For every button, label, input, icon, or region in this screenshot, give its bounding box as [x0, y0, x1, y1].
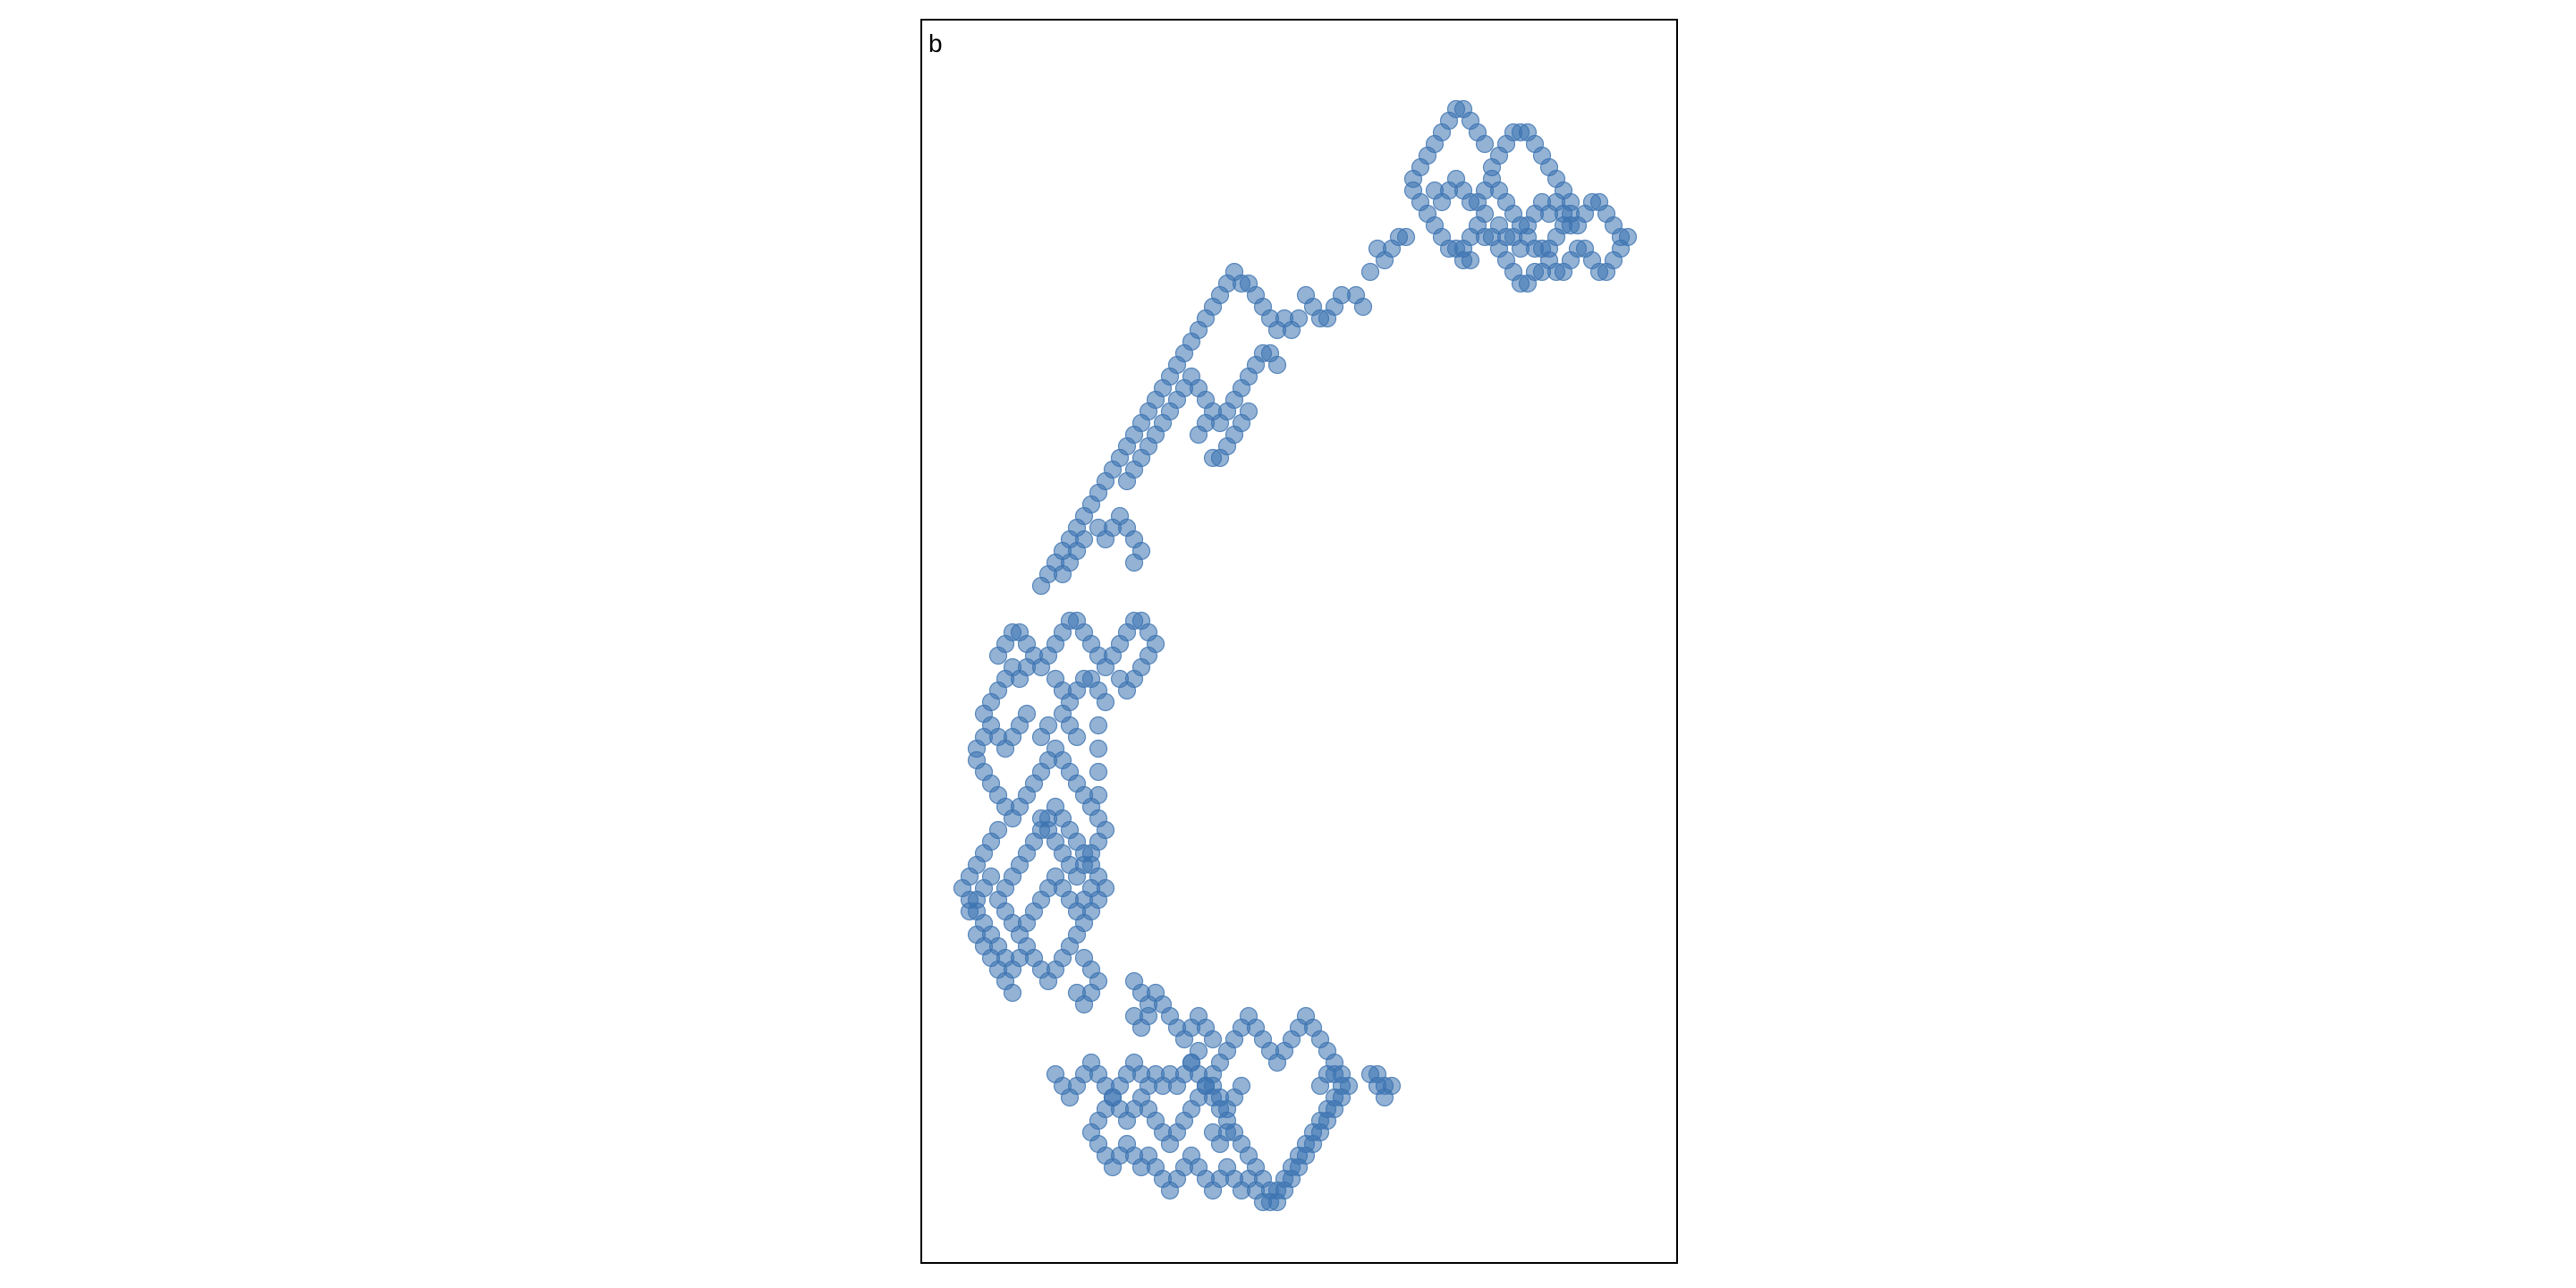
scatter-point	[1203, 1076, 1223, 1096]
scatter-point	[1067, 983, 1087, 1003]
scatter-point	[1511, 239, 1530, 258]
scatter-point	[1074, 530, 1094, 549]
scatter-point	[1475, 181, 1495, 200]
scatter-point	[1310, 1076, 1330, 1096]
scatter-point	[1475, 134, 1495, 154]
scatter-point	[1110, 669, 1130, 689]
plot-frame	[920, 19, 1678, 1264]
scatter-point	[1239, 402, 1258, 421]
scatter-point	[1453, 250, 1473, 270]
scatter-point	[1475, 227, 1495, 247]
scatter-point	[1089, 716, 1108, 735]
scatter-point	[1038, 716, 1058, 735]
scatter-point	[1089, 785, 1108, 805]
scatter-point	[1425, 181, 1445, 200]
scatter-point	[1396, 227, 1416, 247]
scatter-point	[1089, 739, 1108, 758]
scatter-point	[1096, 692, 1115, 712]
scatter-point	[1089, 762, 1108, 782]
scatter-point	[1196, 413, 1216, 433]
scatter-point	[1203, 1123, 1223, 1142]
scatter-point	[1375, 1088, 1394, 1107]
scatter-point	[1232, 1076, 1251, 1096]
scatter-point	[1031, 576, 1051, 596]
scatter-point	[1203, 1030, 1223, 1049]
scatter-point	[1081, 878, 1101, 898]
scatter-point	[1353, 297, 1373, 317]
scatter-point	[1017, 704, 1037, 724]
scatter-point	[1267, 355, 1287, 375]
scatter-point	[1368, 1064, 1387, 1084]
scatter-point	[1174, 378, 1194, 398]
points-layer	[953, 99, 1638, 1212]
scatter-point	[1360, 262, 1380, 282]
scatter-point	[1296, 285, 1316, 305]
scatter-point	[1210, 448, 1230, 468]
scatter-point	[1053, 704, 1072, 724]
scatter-point	[1124, 553, 1144, 572]
panel-label: b	[928, 30, 943, 57]
scatter-point	[1375, 250, 1394, 270]
scatter-point	[1003, 983, 1022, 1003]
scatter-point	[1124, 1006, 1144, 1026]
scatter-point	[1325, 1064, 1344, 1084]
scatter-point	[960, 902, 979, 921]
